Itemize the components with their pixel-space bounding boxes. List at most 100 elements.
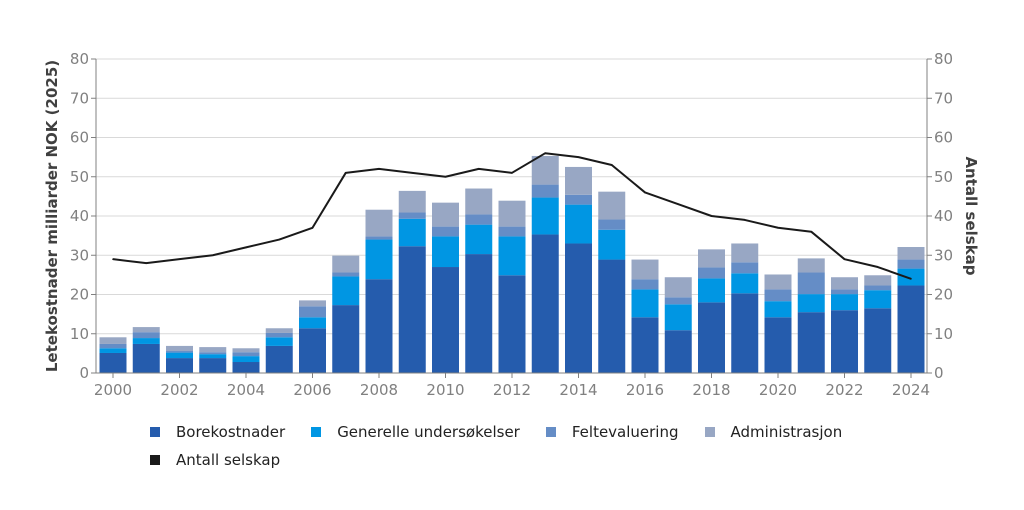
y-tick-label: 10 (70, 325, 89, 343)
bar-feltevaluering-2011 (465, 214, 493, 225)
y2-axis-title: Antall selskap (962, 156, 980, 275)
bar-borekostnader-2008 (365, 279, 393, 373)
bar-borekostnader-2007 (332, 305, 360, 373)
bar-administrasjon-2004 (232, 348, 260, 353)
bar-borekostnader-2015 (598, 259, 626, 373)
legend-item-administrasjon: Administrasjon (704, 423, 843, 441)
line-point-2023 (876, 266, 879, 268)
bar-administrasjon-2009 (398, 190, 426, 213)
bar-feltevaluering-2005 (265, 332, 293, 338)
line-point-2008 (378, 168, 380, 170)
bar-administrasjon-2023 (864, 275, 892, 286)
bar-generelle-unders-kelser-2020 (764, 301, 792, 318)
bar-borekostnader-2018 (698, 302, 725, 373)
legend-swatch (311, 427, 322, 437)
bar-administrasjon-2000 (99, 337, 127, 344)
bar-generelle-unders-kelser-2019 (731, 273, 759, 294)
bars (99, 155, 925, 373)
bar-administrasjon-2012 (498, 200, 526, 227)
bar-generelle-unders-kelser-2010 (432, 236, 459, 268)
bar-generelle-unders-kelser-2007 (332, 276, 360, 306)
bar-generelle-unders-kelser-2015 (598, 229, 626, 260)
line-point-2014 (577, 156, 580, 158)
legend-label: Antall selskap (176, 451, 281, 469)
bar-generelle-unders-kelser-2016 (631, 289, 659, 318)
bar-administrasjon-2017 (664, 277, 692, 298)
bar-borekostnader-2020 (764, 317, 792, 373)
bar-administrasjon-2022 (831, 277, 858, 290)
y-tick-label: 70 (70, 89, 89, 107)
bar-administrasjon-2008 (365, 209, 393, 237)
line-point-2002 (178, 258, 181, 260)
y-axis-title: Letekostnader milliarder NOK (2025) (43, 60, 61, 372)
line-point-2007 (344, 172, 347, 174)
bar-generelle-unders-kelser-2002 (166, 352, 193, 359)
bar-generelle-unders-kelser-2012 (498, 236, 526, 276)
x-tick-label: 2008 (360, 381, 398, 399)
y2-tick-label: 30 (934, 246, 953, 264)
bar-administrasjon-2021 (797, 258, 825, 273)
bar-borekostnader-2019 (731, 293, 759, 373)
y-tick-label: 50 (70, 168, 89, 186)
bar-borekostnader-2002 (166, 358, 193, 373)
bar-administrasjon-2018 (698, 249, 725, 268)
bar-feltevaluering-2022 (831, 289, 858, 295)
x-tick-label: 2014 (559, 381, 597, 399)
y2-tick-label: 20 (934, 286, 953, 304)
line-point-2021 (810, 230, 813, 233)
bar-borekostnader-2013 (531, 234, 559, 373)
bar-feltevaluering-2004 (232, 352, 260, 357)
line-point-2010 (444, 175, 447, 178)
legend-swatch (545, 427, 556, 437)
bar-administrasjon-2005 (265, 328, 293, 333)
bar-borekostnader-2009 (398, 246, 426, 373)
bar-borekostnader-2014 (565, 243, 592, 373)
x-tick-label: 2018 (692, 381, 730, 399)
bar-feltevaluering-2002 (166, 351, 193, 353)
bar-administrasjon-2019 (731, 243, 759, 263)
y-tick-label: 30 (70, 246, 89, 264)
legend-label: Administrasjon (730, 423, 843, 441)
bar-feltevaluering-2000 (99, 343, 127, 349)
bar-administrasjon-2007 (332, 255, 360, 273)
bar-feltevaluering-2003 (199, 352, 227, 355)
bar-administrasjon-2006 (299, 300, 326, 307)
y-tick-label: 40 (70, 207, 89, 225)
bar-borekostnader-2012 (498, 275, 526, 373)
bar-borekostnader-2006 (299, 328, 326, 373)
legend-label: Feltevaluering (571, 423, 679, 441)
bar-borekostnader-2024 (897, 285, 925, 373)
bar-borekostnader-2011 (465, 254, 493, 373)
x-tick-label: 2016 (626, 381, 664, 399)
bar-borekostnader-2021 (797, 312, 825, 373)
bar-administrasjon-2001 (132, 327, 160, 333)
bar-borekostnader-2017 (664, 330, 692, 373)
line-point-2000 (112, 258, 114, 260)
bar-administrasjon-2024 (897, 247, 925, 260)
bar-borekostnader-2016 (631, 317, 659, 373)
y2-tick-label: 60 (934, 129, 953, 147)
line-point-2020 (777, 226, 779, 229)
legend-swatch (150, 427, 160, 437)
x-tick-label: 2012 (493, 381, 531, 399)
bar-borekostnader-2000 (99, 352, 127, 373)
bar-borekostnader-2005 (265, 345, 293, 373)
bar-borekostnader-2010 (432, 267, 459, 373)
bar-feltevaluering-2018 (698, 267, 725, 279)
line-point-2012 (511, 172, 513, 174)
bar-generelle-unders-kelser-2006 (299, 317, 326, 329)
bar-feltevaluering-2021 (797, 272, 825, 295)
bar-generelle-unders-kelser-2004 (232, 356, 260, 363)
legend-label: Borekostnader (176, 423, 286, 441)
x-tick-label: 2006 (293, 381, 331, 399)
line-point-2003 (211, 254, 214, 257)
line-point-2013 (544, 152, 547, 154)
line-point-2006 (311, 226, 314, 229)
bar-feltevaluering-2010 (432, 226, 459, 237)
y-tick-label: 0 (79, 364, 89, 382)
bar-feltevaluering-2016 (631, 279, 659, 290)
bar-feltevaluering-2013 (531, 184, 559, 198)
x-tick-label: 2002 (160, 381, 198, 399)
